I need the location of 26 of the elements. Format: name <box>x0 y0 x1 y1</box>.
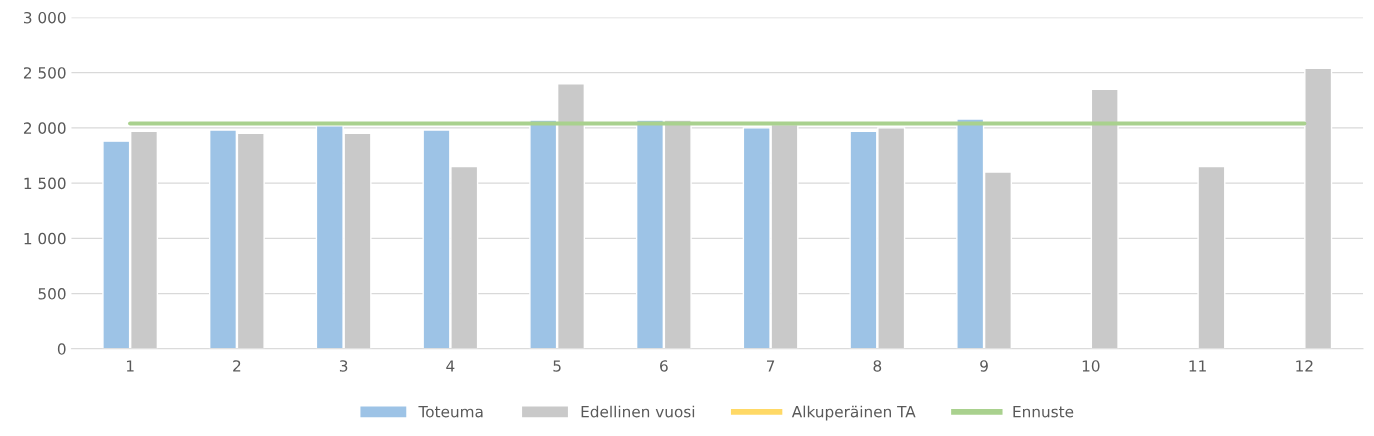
bar <box>1090 88 1119 349</box>
y-tick-label: 1 000 <box>24 232 66 245</box>
x-tick-label: 12 <box>1296 360 1313 372</box>
legend-label: Ennuste <box>1013 406 1074 418</box>
legend-label: Edellinen vuosi <box>581 405 695 418</box>
x-tick-label: 8 <box>873 360 882 372</box>
bar <box>1304 67 1333 349</box>
x-tick-label: 5 <box>553 360 561 372</box>
x-tick-label: 7 <box>766 360 775 372</box>
legend-label: Toteuma <box>418 406 483 418</box>
x-tick-label: 9 <box>980 360 988 372</box>
y-tick-label: 2 500 <box>23 67 66 79</box>
x-tick-label: 3 <box>339 360 348 372</box>
y-tick-label: 500 <box>38 288 66 300</box>
x-tick-label: 6 <box>660 360 668 372</box>
x-tick-label: 4 <box>446 360 455 372</box>
legend-label: Alkuperäinen TA <box>791 405 916 421</box>
x-tick-label: 1 <box>126 360 134 372</box>
x-tick-label: 2 <box>233 360 241 372</box>
x-tick-label: 11 <box>1189 360 1206 372</box>
y-tick-label: 1 500 <box>24 177 66 190</box>
y-tick-label: 0 <box>57 343 66 355</box>
y-tick-label: 3 000 <box>24 11 66 24</box>
y-tick-label: 2 000 <box>23 122 66 134</box>
bar <box>1197 165 1226 349</box>
x-tick-label: 10 <box>1082 360 1100 372</box>
